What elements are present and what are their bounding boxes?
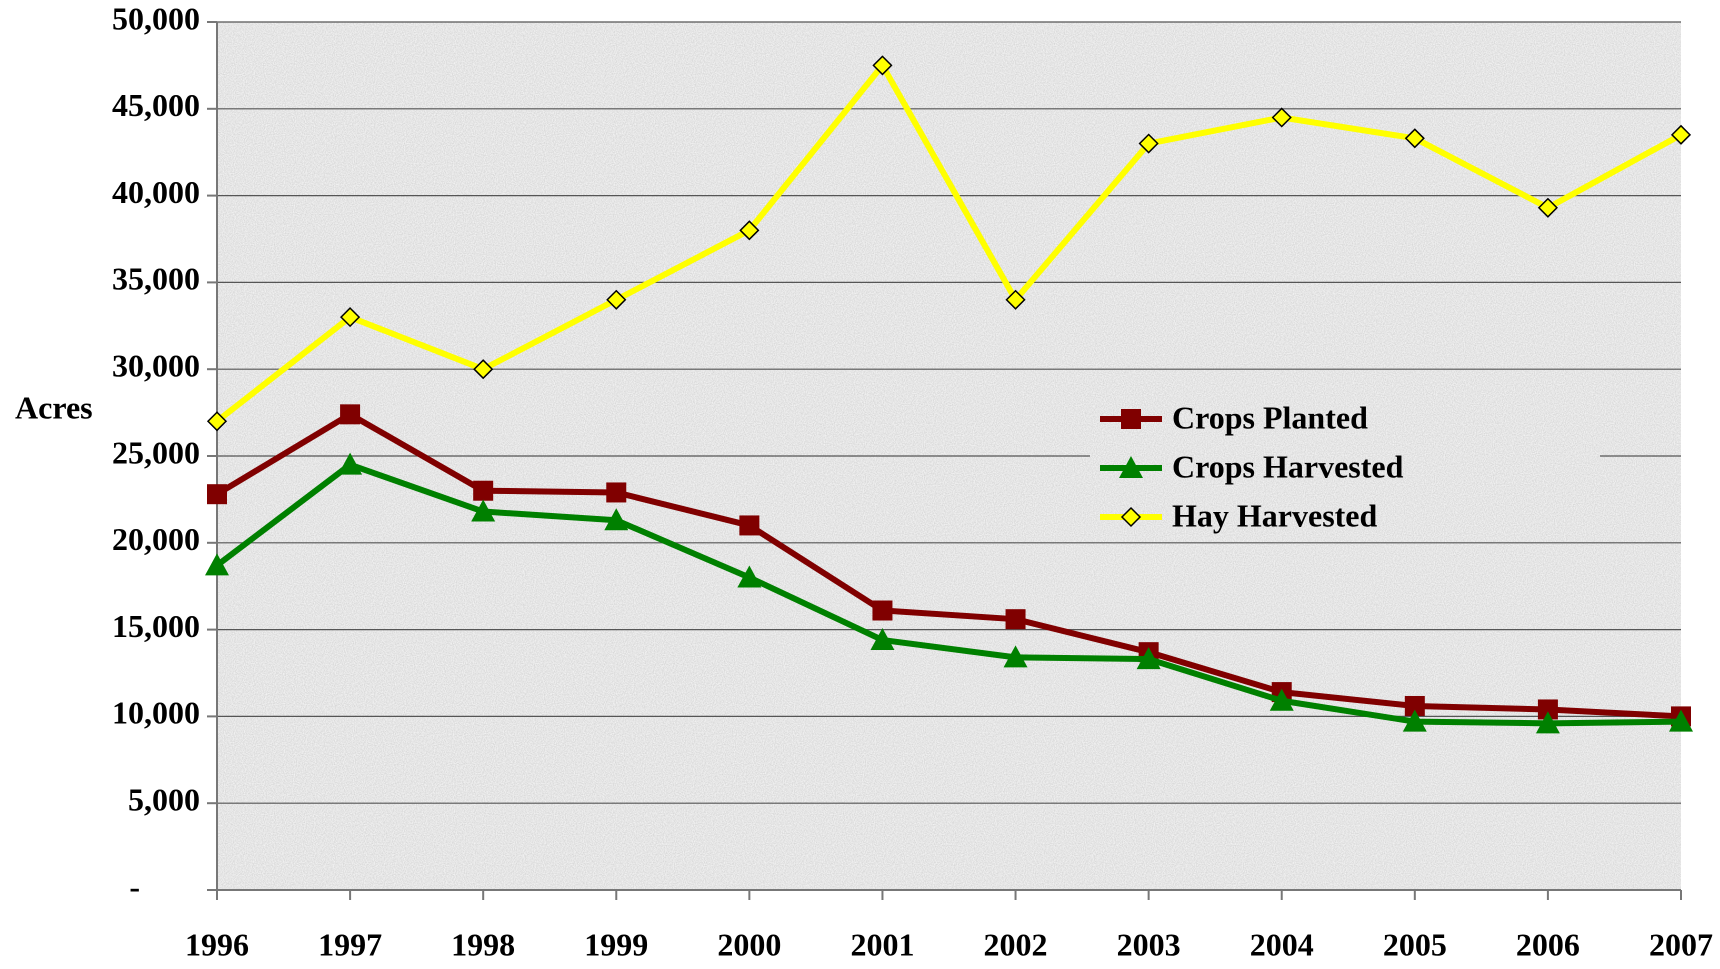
marker: [737, 565, 762, 588]
marker: [1670, 124, 1692, 145]
marker: [206, 411, 228, 432]
x-tick-label: 2002: [984, 926, 1048, 962]
y-tick-label: 10,000: [112, 695, 200, 731]
marker: [739, 515, 760, 536]
marker: [1005, 609, 1026, 630]
y-tick-label: 50,000: [112, 0, 200, 36]
y-tick-label: 30,000: [112, 348, 200, 384]
marker: [1271, 107, 1292, 128]
marker: [870, 628, 895, 651]
x-tick-label: 2007: [1649, 926, 1713, 962]
marker: [207, 484, 227, 505]
marker: [1003, 645, 1028, 668]
marker: [1119, 456, 1143, 478]
x-tick-label: 1999: [584, 926, 648, 962]
x-tick-label: 1996: [185, 926, 249, 962]
y-tick-label: 40,000: [112, 174, 200, 210]
marker: [1404, 128, 1425, 149]
marker: [1404, 695, 1425, 716]
legend-label: Crops Planted: [1172, 399, 1368, 435]
marker: [1537, 197, 1558, 218]
marker: [606, 289, 627, 310]
marker: [1138, 133, 1159, 154]
y-tick-label: 15,000: [112, 608, 200, 644]
y-tick-label: 25,000: [112, 434, 200, 470]
y-axis-label: Acres: [15, 389, 93, 425]
legend-label: Hay Harvested: [1172, 497, 1378, 533]
legend-label: Crops Harvested: [1172, 448, 1404, 484]
y-tick-label: 35,000: [112, 261, 200, 297]
x-tick-label: 2003: [1117, 926, 1181, 962]
x-tick-label: 1998: [451, 926, 515, 962]
marker: [872, 600, 893, 621]
marker: [340, 307, 361, 328]
x-tick-label: 1997: [318, 926, 382, 962]
marker: [1269, 688, 1294, 711]
marker: [473, 359, 494, 380]
marker: [1005, 289, 1026, 310]
marker: [872, 55, 893, 76]
x-tick-label: 2004: [1250, 926, 1314, 962]
marker: [338, 452, 363, 475]
marker: [1535, 711, 1560, 734]
y-tick-label: 20,000: [112, 521, 200, 557]
series-line: [215, 461, 1682, 727]
series-line: [215, 62, 1683, 424]
marker: [739, 220, 760, 241]
marker: [1136, 647, 1161, 670]
x-tick-label: 2006: [1516, 926, 1580, 962]
marker: [606, 482, 627, 503]
y-tick-label: -: [129, 868, 140, 904]
marker: [471, 499, 496, 522]
marker: [473, 480, 494, 501]
x-tick-label: 2001: [850, 926, 914, 962]
marker: [205, 553, 229, 576]
legend: Crops Planted Crops Harvested Hay Harveste…: [1090, 392, 1600, 542]
marker: [1537, 699, 1558, 720]
x-tick-label: 2005: [1383, 926, 1447, 962]
y-tick-label: 45,000: [112, 87, 200, 123]
marker: [1669, 709, 1693, 732]
marker: [1402, 709, 1427, 732]
legend-box: [1090, 392, 1600, 542]
marker: [604, 508, 629, 531]
marker: [1120, 506, 1142, 528]
series-line: [215, 411, 1682, 720]
y-tick-label: 5,000: [128, 782, 200, 818]
marker: [1121, 409, 1141, 429]
x-tick-label: 2000: [717, 926, 781, 962]
marker: [340, 404, 361, 425]
